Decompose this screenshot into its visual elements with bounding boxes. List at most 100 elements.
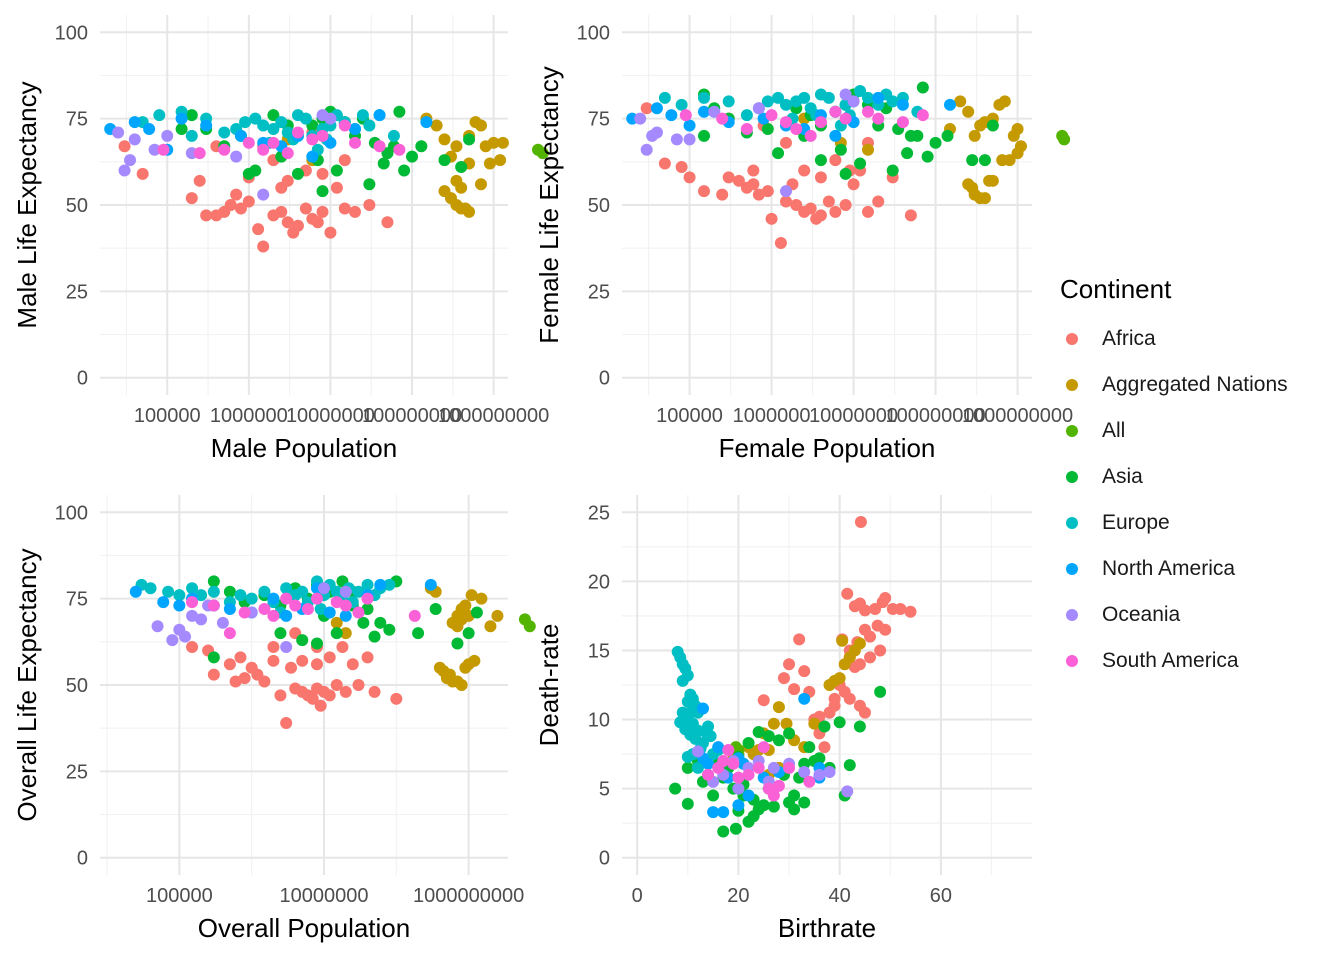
- data-point: [487, 136, 500, 149]
- data-point: [195, 613, 208, 626]
- x-tick-label: 0: [632, 885, 643, 907]
- data-point: [829, 105, 842, 118]
- y-tick-label: 0: [77, 368, 88, 390]
- data-point: [330, 616, 343, 629]
- data-point: [858, 706, 871, 719]
- data-point: [839, 167, 852, 180]
- data-point: [361, 651, 374, 664]
- legend-swatch: [1066, 471, 1078, 483]
- y-tick-label: 10: [588, 710, 610, 732]
- data-point: [257, 188, 270, 201]
- legend-item: Africa: [1060, 316, 1340, 362]
- data-point: [280, 609, 293, 622]
- data-point: [896, 116, 909, 129]
- data-point: [954, 95, 967, 108]
- data-point: [698, 129, 710, 142]
- data-point: [207, 668, 220, 681]
- data-point: [242, 167, 255, 180]
- data-point: [224, 199, 237, 211]
- y-tick-label: 20: [588, 571, 610, 593]
- data-point: [962, 105, 975, 118]
- data-point: [324, 226, 337, 239]
- data-point: [374, 616, 387, 629]
- legend-label: Aggregated Nations: [1102, 373, 1288, 396]
- data-point: [207, 599, 220, 612]
- data-point: [814, 116, 827, 129]
- data-point: [128, 116, 141, 129]
- data-point: [813, 768, 826, 781]
- data-point: [496, 136, 509, 149]
- data-point: [245, 592, 258, 605]
- data-point: [854, 157, 867, 170]
- data-point: [258, 585, 271, 598]
- data-point: [757, 694, 770, 707]
- legend-item: Asia: [1060, 454, 1340, 500]
- data-point: [323, 689, 336, 702]
- data-point: [316, 185, 329, 198]
- y-axis-title: Overall Life Expectancy: [12, 548, 42, 821]
- data-point: [788, 683, 801, 696]
- data-point: [1014, 140, 1027, 153]
- data-point: [790, 199, 803, 211]
- data-point: [451, 637, 464, 650]
- data-point: [306, 692, 319, 705]
- data-point: [218, 143, 231, 156]
- data-point: [242, 195, 255, 208]
- x-tick-label: 60: [930, 885, 952, 907]
- data-point: [874, 685, 887, 698]
- data-point: [684, 706, 697, 719]
- data-point: [886, 95, 899, 108]
- data-point: [823, 766, 836, 779]
- y-tick-label: 25: [66, 761, 88, 783]
- data-point: [822, 91, 835, 104]
- data-point: [774, 237, 787, 249]
- data-point: [280, 717, 293, 729]
- data-point: [339, 627, 352, 640]
- data-point: [234, 651, 247, 664]
- y-axis-title: Female Life Expectancy: [534, 66, 564, 343]
- data-point: [757, 741, 770, 754]
- data-point: [393, 105, 406, 118]
- data-point: [387, 129, 400, 142]
- data-point: [267, 609, 280, 622]
- data-point: [727, 757, 740, 770]
- data-point: [698, 185, 710, 198]
- data-point: [330, 181, 343, 194]
- data-point: [790, 123, 803, 135]
- y-tick-label: 100: [55, 22, 88, 44]
- data-point: [438, 154, 451, 167]
- data-point: [393, 143, 406, 156]
- data-point: [339, 685, 352, 698]
- data-point: [872, 195, 885, 208]
- data-point: [853, 658, 866, 671]
- data-point: [978, 154, 991, 167]
- data-point: [833, 672, 846, 685]
- data-point: [874, 644, 887, 657]
- data-point: [740, 109, 753, 122]
- legend: Continent Africa Aggregated Nations All Asi…: [1060, 272, 1340, 684]
- data-point: [783, 658, 796, 671]
- data-point: [239, 116, 252, 129]
- data-point: [186, 609, 199, 622]
- data-point: [916, 81, 929, 94]
- legend-label: Asia: [1102, 465, 1143, 488]
- data-point: [767, 789, 780, 802]
- data-point: [314, 699, 327, 712]
- data-point: [762, 730, 775, 743]
- data-point: [996, 154, 1009, 167]
- data-point: [761, 95, 774, 108]
- data-point: [670, 133, 683, 146]
- data-point: [381, 216, 394, 229]
- data-point: [886, 164, 899, 177]
- data-point: [929, 136, 942, 149]
- data-point: [484, 620, 497, 633]
- data-point: [783, 727, 796, 740]
- data-point: [869, 603, 882, 615]
- data-point: [847, 95, 860, 108]
- data-point: [640, 143, 653, 156]
- data-point: [834, 143, 847, 156]
- data-point: [162, 585, 175, 598]
- y-tick-label: 0: [599, 368, 610, 390]
- data-point: [798, 91, 811, 104]
- data-point: [129, 585, 142, 598]
